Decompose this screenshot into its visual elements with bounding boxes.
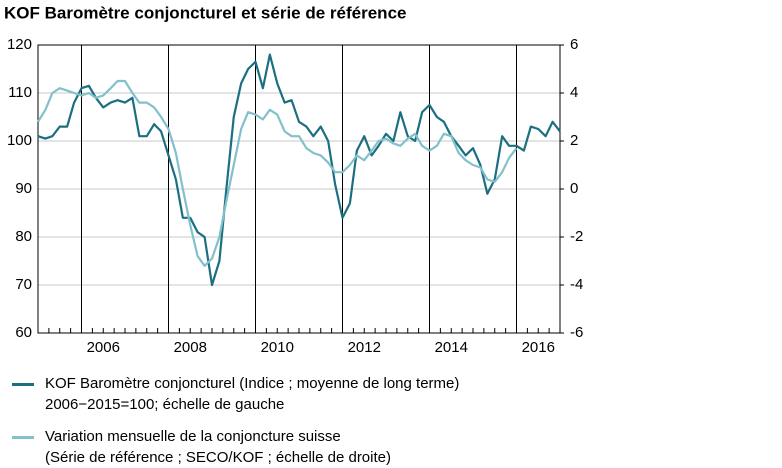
plot-frame: [37, 44, 561, 334]
y-tick-label: 60: [15, 324, 32, 341]
y2-tick-label: 6: [570, 36, 578, 53]
x-tick-label: 2014: [435, 339, 468, 356]
x-tick-label: 2012: [348, 339, 381, 356]
y2-tick-label: 0: [570, 180, 578, 197]
y2-tick-label: 4: [570, 84, 578, 101]
y-tick-label: 90: [15, 180, 32, 197]
legend-label: KOF Baromètre conjoncturel (Indice ; moy…: [45, 375, 460, 413]
y2-tick-label: -6: [570, 324, 583, 341]
x-tick-label: 2010: [261, 339, 294, 356]
legend-label: Variation mensuelle de la conjoncture su…: [45, 428, 391, 466]
x-tick-label: 2008: [174, 339, 207, 356]
x-tick-label: 2006: [87, 339, 120, 356]
legend-swatch: [12, 436, 34, 439]
y2-tick-label: 2: [570, 132, 578, 149]
legend-swatch: [12, 383, 34, 386]
y-tick-label: 100: [7, 132, 32, 149]
x-tick-label: 2016: [522, 339, 555, 356]
chart-title: KOF Baromètre conjoncturel et série de r…: [4, 3, 406, 22]
y-tick-label: 80: [15, 228, 32, 245]
legend-entry: KOF Baromètre conjoncturel (Indice ; moy…: [12, 373, 712, 415]
series-line: [37, 79, 518, 267]
y-tick-label: 110: [8, 84, 32, 101]
y2-tick-label: -2: [570, 228, 583, 245]
y-tick-label: 70: [15, 276, 32, 293]
y-tick-label: 120: [7, 36, 32, 53]
y2-tick-label: -4: [570, 276, 583, 293]
legend-entry: Variation mensuelle de la conjoncture su…: [12, 426, 712, 468]
series-line: [37, 53, 561, 287]
